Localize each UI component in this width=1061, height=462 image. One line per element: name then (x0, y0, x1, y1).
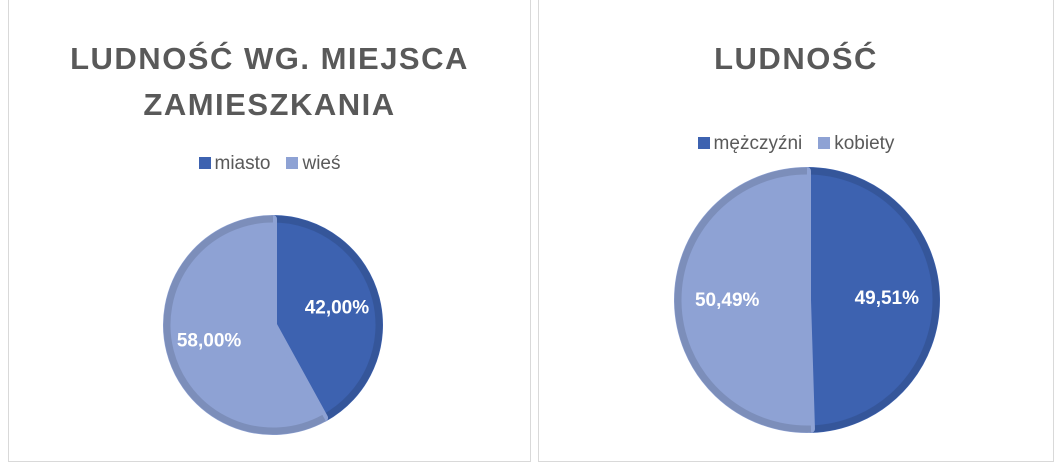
pie-slice (674, 167, 815, 433)
data-label: 50,49% (695, 290, 760, 311)
slice-rim (272, 215, 383, 421)
legend-swatch (697, 137, 710, 149)
legend-label: kobiety (834, 133, 895, 154)
legend-label: wieś (302, 153, 341, 174)
legend: mężczyźni kobiety (539, 133, 1053, 155)
data-label: 58,00% (177, 330, 242, 351)
slice-rim (674, 167, 812, 433)
legend-item: kobiety (818, 133, 894, 154)
legend-item: wieś (286, 153, 340, 174)
slice-rim (806, 167, 940, 433)
data-label: 42,00% (305, 298, 370, 319)
legend-swatch (286, 157, 299, 169)
legend-swatch (818, 137, 831, 149)
data-label: 49,51% (855, 288, 920, 309)
legend: miasto wieś (9, 153, 530, 175)
chart-panel: LUDNOŚĆ WG. MIEJSCA ZAMIESZKANIA miasto wi… (8, 0, 531, 462)
pie-slice (803, 167, 940, 433)
pie-chart: 49,51% 50,49% (674, 167, 940, 433)
chart-panel: LUDNOŚĆ mężczyźni kobiety 49,51% 50,49% (538, 0, 1054, 462)
slice-rim (163, 215, 326, 435)
pie-slice (163, 215, 329, 435)
chart-title: LUDNOŚĆ (714, 41, 878, 76)
legend-item: miasto (198, 153, 271, 174)
legend-item: mężczyźni (697, 133, 803, 154)
chart-title: LUDNOŚĆ WG. MIEJSCA ZAMIESZKANIA (70, 41, 469, 122)
legend-label: miasto (214, 153, 271, 174)
legend-label: mężczyźni (713, 133, 803, 154)
pie-chart: 42,00% 58,00% (163, 215, 383, 435)
legend-swatch (198, 157, 211, 169)
